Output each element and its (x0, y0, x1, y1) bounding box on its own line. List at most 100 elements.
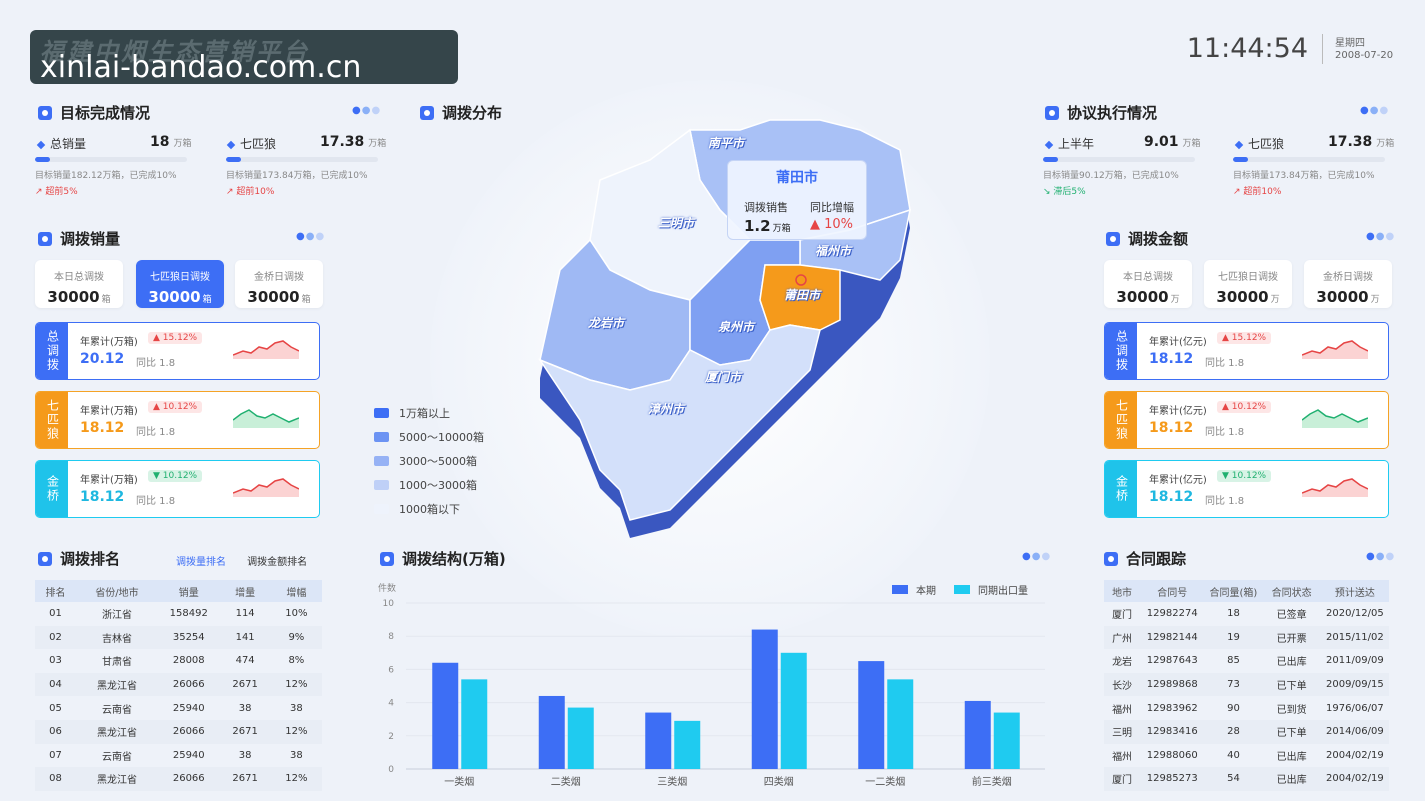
table-cell: 已开票 (1262, 625, 1321, 650)
table-cell: 26066 (158, 767, 220, 791)
kpi-value: 17.38 (320, 134, 365, 150)
x-tick-label: 一类烟 (444, 775, 474, 788)
document-icon (1045, 105, 1059, 120)
table-row[interactable]: 厦门 12985273 54 已出库 2004/02/19 (1104, 767, 1389, 791)
stat-side-label: 七匹狼 (36, 392, 68, 448)
tab-amount-rank[interactable]: 调拨金额排名 (247, 557, 308, 568)
putian-marker-icon (795, 274, 807, 286)
map-label-xiamen: 厦门市 (705, 370, 742, 384)
volume-card-jinqiao[interactable]: 金桥日调拨 30000 箱 (235, 260, 323, 308)
x-tick-label: 前三类烟 (972, 775, 1012, 788)
diamond-icon (226, 140, 236, 149)
volume-stat-jinqiao[interactable]: 金桥 年累计(万箱) ▼ 10.12% 18.12 同比 1.8 (35, 460, 320, 518)
table-cell: 浙江省 (102, 610, 132, 622)
table-row[interactable]: 08 黑龙江省 26066 2671 12% (35, 767, 322, 791)
bar-export[interactable] (674, 720, 701, 769)
target-kpi-2: 七匹狼 17.38 万箱 (226, 134, 398, 152)
table-cell: 40 (1227, 749, 1240, 761)
table-cell: 85 (1227, 655, 1240, 667)
card-value: 30000 (1216, 288, 1269, 306)
table-cell: 73 (1204, 672, 1263, 697)
table-row[interactable]: 07 云南省 25940 38 38 (35, 744, 322, 768)
bar-current[interactable] (645, 712, 672, 769)
map-legend-item[interactable]: 3000～5000箱 (374, 449, 484, 473)
table-row[interactable]: 福州 12983962 90 已到货 1976/06/07 (1104, 696, 1389, 720)
table-cell: 141 (219, 625, 271, 650)
kpi-label: 上半年 (1058, 137, 1095, 151)
table-row[interactable]: 广州 12982144 19 已开票 2015/11/02 (1104, 625, 1389, 650)
table-row[interactable]: 03 甘肃省 28008 474 8% (35, 649, 322, 673)
map-legend-item[interactable]: 5000～10000箱 (374, 425, 484, 449)
more-dots-icon[interactable]: ●●● (1366, 551, 1396, 562)
table-row[interactable]: 01 浙江省 158492 114 10% (35, 602, 322, 626)
card-unit: 万 (1270, 295, 1280, 305)
more-dots-icon[interactable]: ●●● (1366, 231, 1396, 242)
table-row[interactable]: 厦门 12982274 18 已签章 2020/12/05 (1104, 602, 1389, 626)
table-row[interactable]: 龙岩 12987643 85 已出库 2011/09/09 (1104, 649, 1389, 673)
table-row[interactable]: 05 云南省 25940 38 38 (35, 696, 322, 720)
bar-export[interactable] (567, 707, 594, 769)
amount-card-septwolves[interactable]: 七匹狼日调拨 30000 万 (1204, 260, 1292, 308)
kpi-unit: 万箱 (1376, 139, 1395, 149)
table-row[interactable]: 福州 12988060 40 已出库 2004/02/19 (1104, 744, 1389, 768)
chart-legend-item[interactable]: 同期出口量 (954, 582, 1028, 597)
volume-card-septwolves[interactable]: 七匹狼日调拨 30000 箱 (136, 260, 224, 308)
tab-volume-rank[interactable]: 调拨量排名 (176, 557, 226, 568)
table-row[interactable]: 三明 12983416 28 已下单 2014/06/09 (1104, 719, 1389, 744)
table-row[interactable]: 02 吉林省 35254 141 9% (35, 625, 322, 650)
more-dots-icon[interactable]: ●●● (296, 231, 326, 242)
agreement-kpi-2: 七匹狼 17.38 万箱 (1234, 134, 1406, 152)
amount-card-jinqiao[interactable]: 金桥日调拨 30000 万 (1304, 260, 1392, 308)
region-zhangzhou[interactable] (538, 324, 821, 521)
more-dots-icon[interactable]: ●●● (1360, 105, 1390, 116)
map-legend-item[interactable]: 1万箱以上 (374, 401, 484, 425)
bar-export[interactable] (461, 679, 488, 769)
bar-current[interactable] (432, 662, 459, 769)
target-desc-2: 目标销量173.84万箱，已完成10% (226, 171, 368, 181)
stat-label: 年累计(万箱) (80, 337, 138, 348)
map-tooltip: 莆田市 调拨销售 同比增幅 1.2 万箱 ▲ 10% (727, 160, 867, 240)
volume-card-total[interactable]: 本日总调拨 30000 箱 (35, 260, 123, 308)
bar-export[interactable] (993, 712, 1020, 769)
table-header-cell: 排名 (35, 580, 76, 602)
diamond-icon (36, 140, 46, 149)
y-tick-label: 2 (388, 732, 394, 742)
section-distribution-title: 调拨分布 (442, 104, 503, 122)
table-row[interactable]: 长沙 12989868 73 已下单 2009/09/15 (1104, 672, 1389, 697)
bar-current[interactable] (858, 661, 885, 769)
amount-stat-total[interactable]: 总调拨 年累计(亿元) ▲ 15.12% 18.12 同比 1.8 (1104, 322, 1389, 380)
section-contract-title: 合同跟踪 (1126, 550, 1187, 568)
stat-label: 年累计(亿元) (1149, 475, 1207, 486)
bar-current[interactable] (538, 695, 565, 769)
map-legend-item[interactable]: 1000箱以下 (374, 497, 484, 521)
table-cell: 2015/11/02 (1320, 625, 1389, 650)
amount-stat-jinqiao[interactable]: 金桥 年累计(亿元) ▼ 10.12% 18.12 同比 1.8 (1104, 460, 1389, 518)
more-dots-icon[interactable]: ●●● (352, 105, 382, 116)
table-cell: 12983962 (1146, 702, 1198, 714)
bar-export[interactable] (887, 679, 914, 769)
table-cell: 28008 (172, 655, 205, 667)
bar-export[interactable] (780, 652, 807, 769)
table-row[interactable]: 04 黑龙江省 26066 2671 12% (35, 672, 322, 697)
bar-current[interactable] (964, 700, 991, 769)
table-cell: 2020/12/05 (1326, 608, 1384, 620)
bar-current[interactable] (751, 629, 778, 769)
chart-legend-item[interactable]: 本期 (892, 582, 936, 597)
table-cell: 12% (270, 767, 322, 791)
table-cell: 黑龙江省 (76, 719, 158, 744)
stat-label: 年累计(万箱) (80, 406, 138, 417)
table-row[interactable]: 06 黑龙江省 26066 2671 12% (35, 719, 322, 744)
card-label: 金桥日调拨 (1323, 272, 1373, 283)
card-unit: 箱 (301, 295, 311, 305)
location-icon (1104, 551, 1118, 566)
table-cell: 2671 (219, 672, 271, 697)
volume-stat-septwolves[interactable]: 七匹狼 年累计(万箱) ▲ 10.12% 18.12 同比 1.8 (35, 391, 320, 449)
medal-icon (38, 551, 52, 566)
amount-card-total[interactable]: 本日总调拨 30000 万 (1104, 260, 1192, 308)
more-dots-icon[interactable]: ●●● (1022, 551, 1052, 562)
card-unit: 万 (1370, 295, 1380, 305)
kpi-unit: 万箱 (173, 139, 192, 149)
map-legend-item[interactable]: 1000～3000箱 (374, 473, 484, 497)
volume-stat-total[interactable]: 总调拨 年累计(万箱) ▲ 15.12% 20.12 同比 1.8 (35, 322, 320, 380)
amount-stat-septwolves[interactable]: 七匹狼 年累计(亿元) ▲ 10.12% 18.12 同比 1.8 (1104, 391, 1389, 449)
